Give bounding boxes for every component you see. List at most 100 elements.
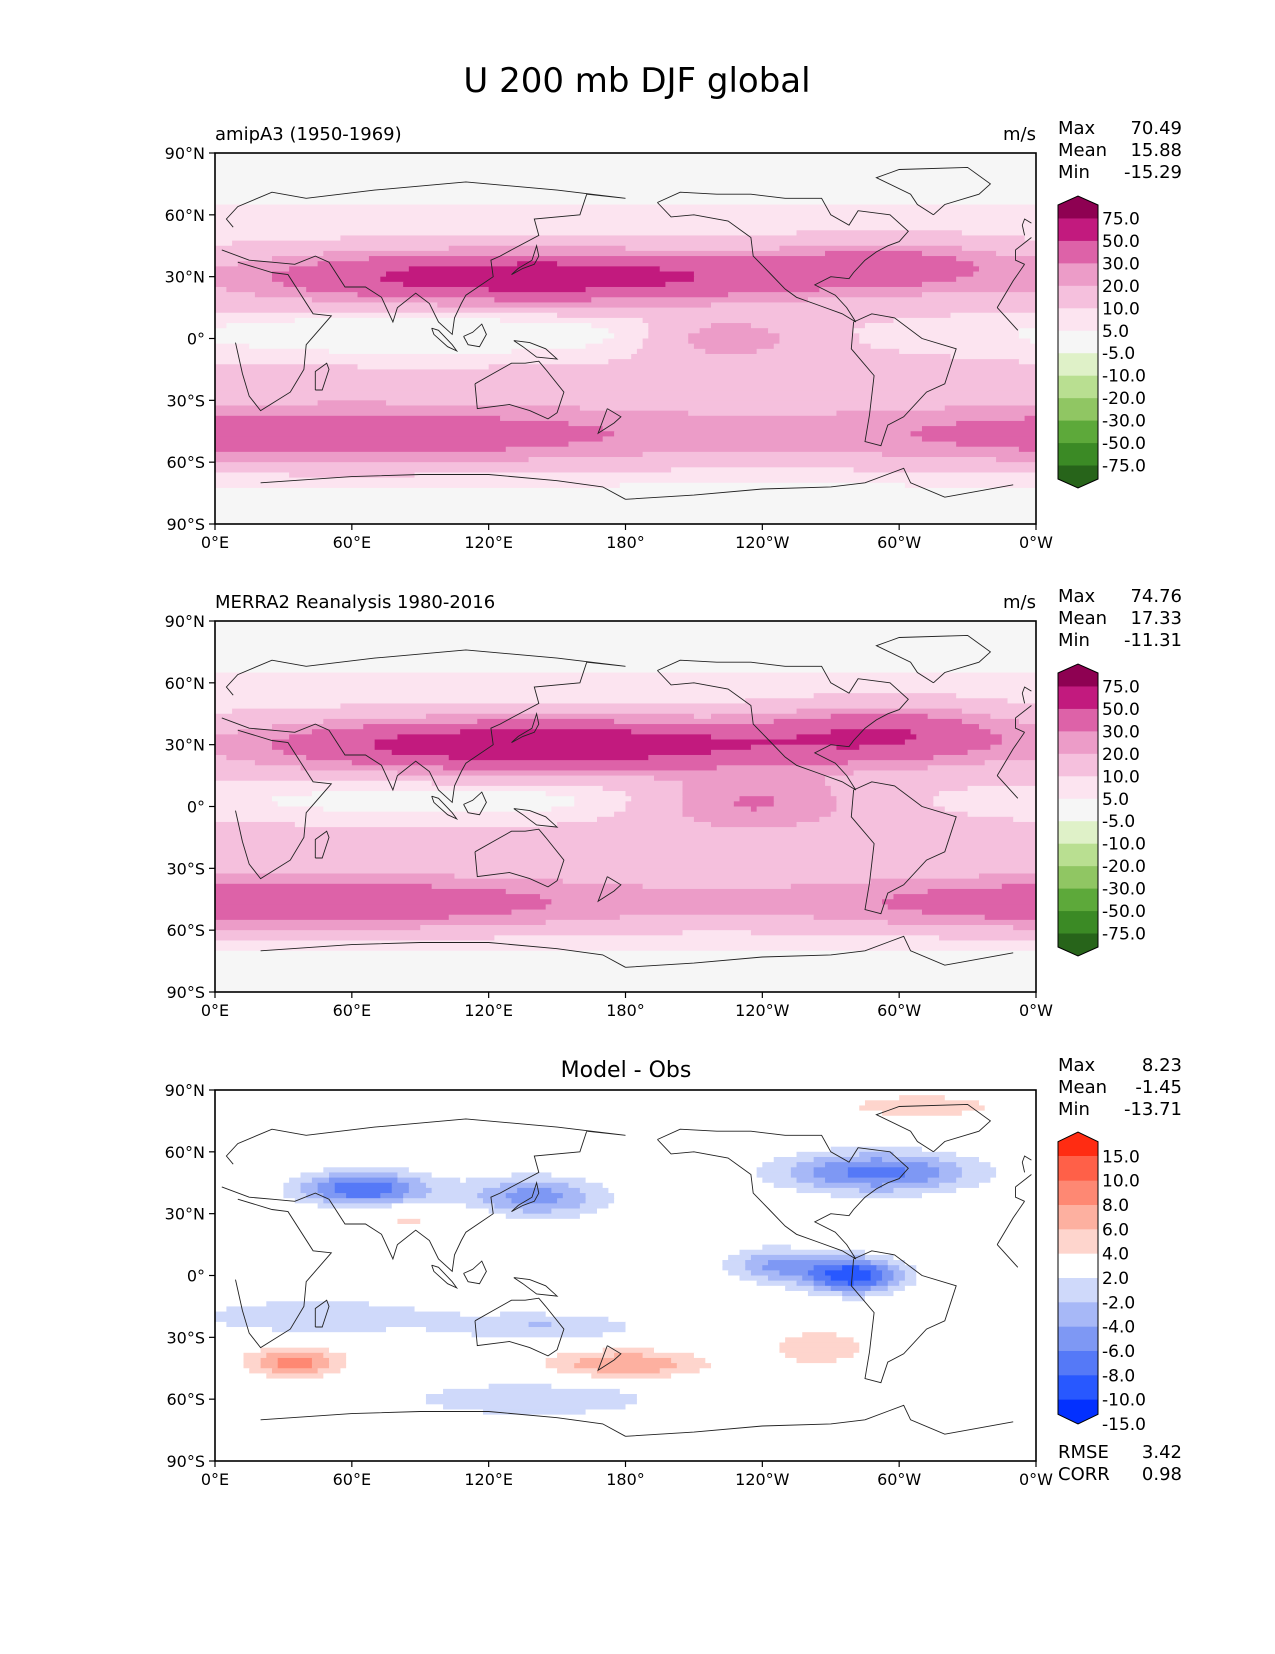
contour-cell xyxy=(215,250,324,257)
contour-cell xyxy=(511,1172,552,1179)
colorbar-label: 5.0 xyxy=(1102,790,1129,810)
x-tick-label: 60°W xyxy=(877,1470,921,1489)
contour-cell xyxy=(842,1265,860,1271)
contour-cell xyxy=(847,1172,906,1179)
coastline-greenland xyxy=(875,1103,992,1153)
contour-cell xyxy=(921,909,1036,916)
contour-cell xyxy=(215,431,615,437)
contour-cell xyxy=(830,811,969,818)
contour-cell xyxy=(391,1187,410,1194)
contour-cell xyxy=(300,1172,330,1179)
contour-cell xyxy=(215,971,1036,978)
contour-cell xyxy=(329,1363,347,1369)
contour-cell xyxy=(243,1357,262,1364)
colorbar-swatch xyxy=(1058,353,1098,377)
contour-cell xyxy=(215,1306,227,1313)
contour-cell xyxy=(215,621,1036,627)
contour-cell xyxy=(215,503,1036,510)
corr-value: 0.98 xyxy=(1142,1464,1182,1485)
contour-cell xyxy=(215,1110,883,1117)
contour-cell xyxy=(215,369,1036,376)
contour-field xyxy=(215,621,1036,992)
contour-cell xyxy=(728,292,923,298)
contour-cell xyxy=(956,1151,1036,1158)
contour-cell xyxy=(585,343,644,350)
contour-cell xyxy=(431,1172,513,1179)
contour-cell xyxy=(916,1265,1036,1271)
contour-field xyxy=(215,1090,1036,1461)
contour-cell xyxy=(437,302,712,309)
contour-cell xyxy=(830,1275,872,1282)
contour-cell xyxy=(215,868,1036,875)
contour-cell xyxy=(351,760,849,766)
contour-cell xyxy=(386,400,1036,407)
contour-cell xyxy=(614,1352,644,1359)
contour-cell xyxy=(215,806,324,813)
contour-cell xyxy=(215,1218,399,1225)
contour-cell xyxy=(215,323,227,329)
contour-cell xyxy=(921,250,997,257)
contour-cell xyxy=(842,1296,866,1302)
contour-cell xyxy=(306,754,450,761)
contour-cell xyxy=(215,698,746,705)
contour-cell xyxy=(215,718,324,725)
contour-cell xyxy=(215,178,1036,185)
contour-cell xyxy=(750,930,1036,936)
contour-cell xyxy=(215,317,296,324)
contour-cell xyxy=(215,446,507,453)
contour-cell xyxy=(927,888,1036,895)
contour-cell xyxy=(921,281,1036,288)
contour-cell xyxy=(215,1430,1036,1436)
colorbar-outline xyxy=(1057,195,1099,489)
contour-cell xyxy=(215,626,1036,632)
contour-cell xyxy=(876,1265,889,1271)
contour-cell xyxy=(944,405,1036,412)
contour-cell xyxy=(961,1167,997,1174)
contour-cell xyxy=(939,1172,963,1179)
contour-cell xyxy=(904,1285,1036,1292)
colorbar-extend-top xyxy=(1058,664,1098,687)
contour-cell xyxy=(773,718,963,725)
contour-cell xyxy=(368,256,957,262)
contour-cell xyxy=(294,317,501,324)
colorbar-swatch xyxy=(1058,911,1098,935)
contour-cell xyxy=(494,935,940,942)
contour-cell xyxy=(773,1182,815,1189)
contour-cell xyxy=(625,806,684,813)
colorbar-swatch xyxy=(1058,1326,1098,1352)
contour-cell xyxy=(796,1357,838,1364)
contour-cell xyxy=(215,1229,1036,1235)
contour-cell xyxy=(289,266,410,273)
contour-cell xyxy=(482,1198,513,1204)
contour-cell xyxy=(773,796,838,802)
colorbar-label: -5.0 xyxy=(1102,812,1135,832)
contour-cell xyxy=(614,811,684,818)
contour-cell xyxy=(323,806,552,813)
contour-cell xyxy=(887,1285,906,1292)
contour-cell xyxy=(602,785,684,792)
coastline-north-america xyxy=(657,191,909,323)
contour-cell xyxy=(226,1306,416,1313)
contour-cell xyxy=(939,1167,963,1174)
corr-label: CORR xyxy=(1058,1464,1110,1485)
contour-cell xyxy=(215,513,1036,520)
contour-cell xyxy=(215,852,1036,859)
contour-cell xyxy=(631,796,684,802)
contour-cell xyxy=(893,1254,1036,1261)
panel-title-diff: Model - Obs xyxy=(561,1058,692,1083)
colorbar-swatch xyxy=(1058,420,1098,444)
contour-cell xyxy=(215,1409,484,1416)
colorbar-label: 20.0 xyxy=(1102,745,1140,765)
contour-cell xyxy=(956,441,1036,448)
coastline-uk xyxy=(1021,218,1032,236)
figure-title: U 200 mb DJF global xyxy=(463,61,810,101)
contour-cell xyxy=(215,708,233,715)
contour-cell xyxy=(215,729,239,735)
contour-cell xyxy=(842,1290,866,1297)
stat-min-model: -15.29 xyxy=(1124,162,1182,183)
contour-cell xyxy=(215,1290,809,1297)
contour-cell xyxy=(625,1327,1036,1333)
contour-cell xyxy=(864,1290,895,1297)
contour-cell xyxy=(215,1120,1036,1127)
contour-cell xyxy=(215,235,342,242)
